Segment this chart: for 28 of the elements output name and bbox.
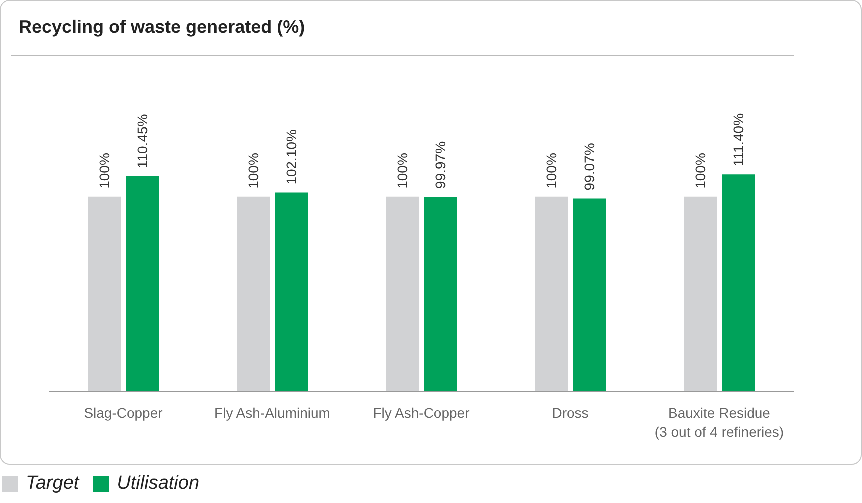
x-tick-label: Fly Ash-Aluminium [214,405,330,421]
legend-label: Target [26,473,80,495]
bar [573,198,606,392]
x-tick-label: Fly Ash-Copper [373,405,470,421]
bar [684,196,717,392]
bar [275,192,308,392]
data-label: 99.07% [582,143,598,191]
data-label: 100% [246,153,262,189]
bar [88,196,121,392]
bar [535,196,568,392]
data-label: 111.40% [730,113,746,167]
bar [126,176,159,392]
data-label: 100% [692,153,708,189]
chart-title: Recycling of waste generated (%) [19,17,306,38]
legend-label: Utilisation [117,473,200,495]
x-tick-label: Slag-Copper [84,405,164,421]
data-label: 99.97% [432,141,448,189]
data-label: 100% [96,153,112,189]
bar [722,174,755,392]
data-label: 110.45% [134,114,150,169]
bar [424,196,457,392]
x-tick-label: Dross [552,405,589,421]
x-tick-label: Bauxite Residue (3 out of 4 refineries) [654,405,784,440]
bar [237,196,270,392]
data-label: 100% [394,153,410,189]
data-label: 100% [544,153,560,189]
data-label: 102.10% [284,130,300,185]
bar [386,196,419,392]
